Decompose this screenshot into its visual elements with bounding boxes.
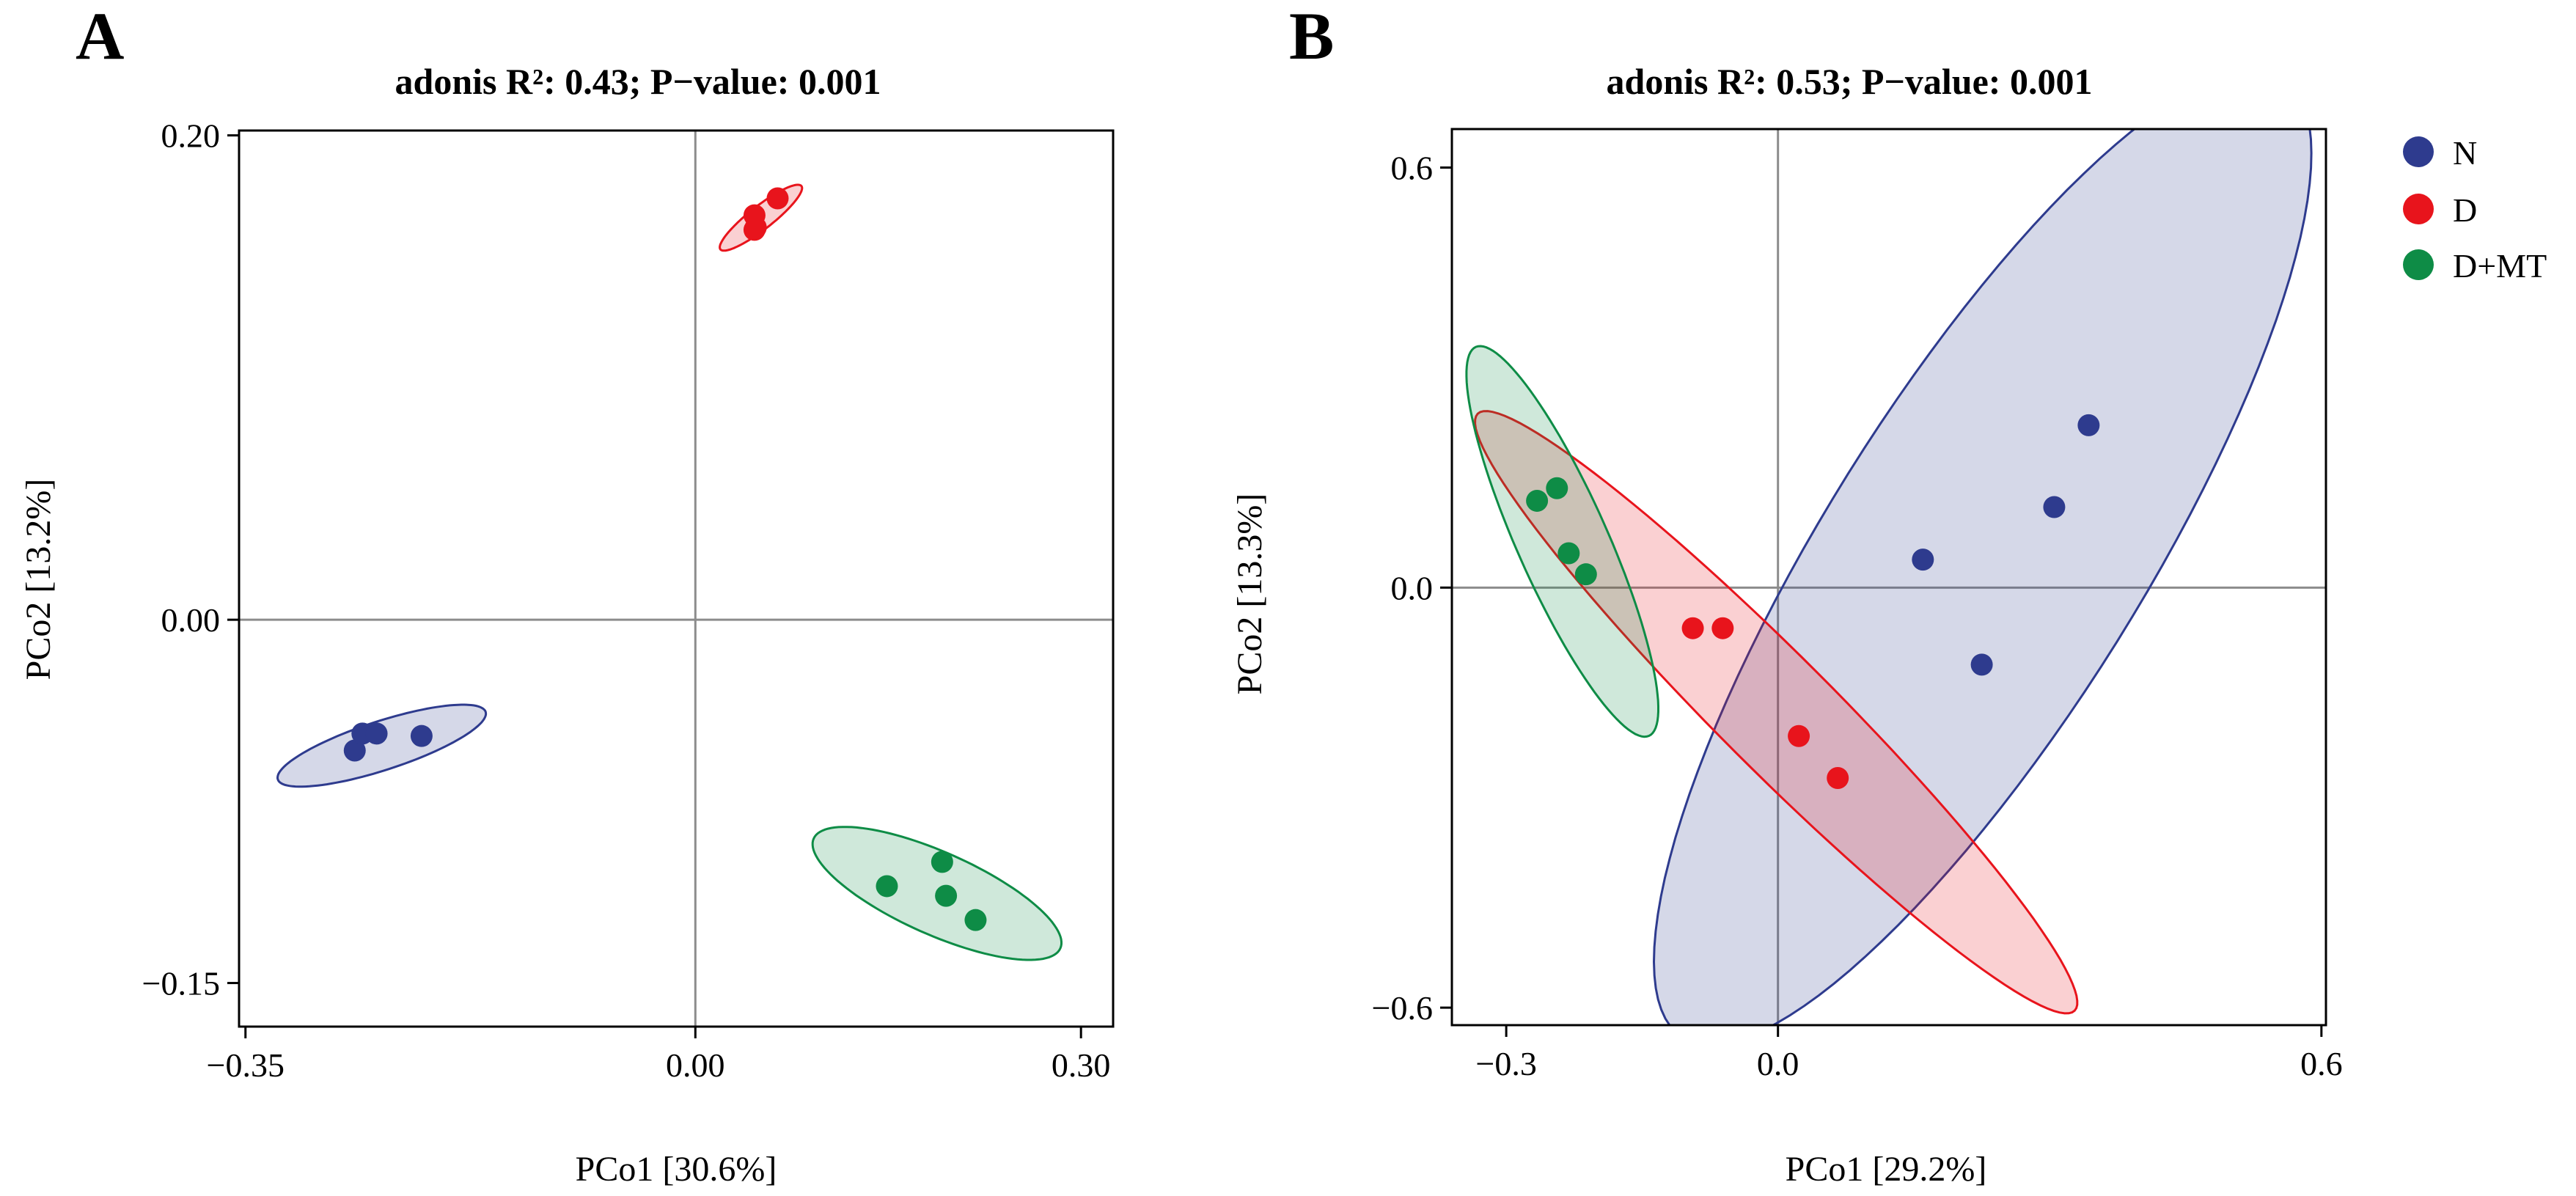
panel-a-x-tick-label-0: −0.35 [207,1046,285,1084]
panel-a-point-d-mt-1 [876,875,898,898]
panel-a-ellipses [276,183,1063,961]
panel-b: B adonis R²: 0.53; P−value: 0.001 PCo1 [… [1230,0,2343,1189]
panel-b-y-tick-label-0: −0.6 [1372,989,1433,1027]
panel-a-y-tick-label-1: 0.00 [161,601,221,639]
panel-b-plot-area: −0.3 0.0 0.6 −0.6 0.0 0.6 [1372,128,2343,1082]
legend-label-n: N [2453,134,2477,172]
panel-b-x-tick-label-1: 0.0 [1757,1045,1799,1082]
panel-a-y-tick-label-2: 0.20 [161,117,221,155]
panel-a-point-d-mt-2 [931,851,953,873]
panel-a-x-axis-label: PCo1 [30.6%] [576,1150,777,1189]
panel-a: A adonis R²: 0.43; P−value: 0.001 PCo1 [… [19,0,1115,1189]
panel-b-ellipse-d-mt [1465,345,1659,738]
legend-label-d-mt: D+MT [2453,247,2547,285]
panel-b-point-d-mt-2 [1546,477,1568,499]
panel-a-point-d-mt-4 [964,909,987,931]
panel-b-y-axis-label: PCo2 [13.3%] [1230,494,1269,695]
panel-b-x-tick-label-2: 0.6 [2300,1045,2343,1082]
panel-b-x-axis-label: PCo1 [29.2%] [1786,1150,1987,1189]
panel-b-point-d-mt-3 [1557,542,1580,565]
panel-b-title: adonis R²: 0.53; P−value: 0.001 [1607,61,2093,102]
panel-a-point-n-1 [343,739,366,762]
panel-a-plot-area: −0.35 0.00 0.30 −0.15 0.00 0.20 [142,117,1115,1084]
panel-b-ellipses [1465,129,2313,1025]
legend-marker-d [2403,194,2434,224]
panel-b-point-d-4 [1827,766,1849,789]
panel-b-point-d-mt-4 [1574,563,1597,586]
panel-a-point-d-4 [744,216,767,239]
panel-letter-b: B [1289,0,1334,73]
panel-a-x-tick-label-2: 0.30 [1052,1046,1111,1084]
panel-b-point-d-1 [1681,617,1704,639]
panel-b-point-n-3 [2043,496,2066,518]
panel-a-y-tick-label-0: −0.15 [142,965,220,1002]
panel-a-ellipse-n [276,703,488,788]
panel-a-frame [238,129,1115,1028]
panel-b-y-tick-label-1: 0.0 [1391,569,1434,606]
panel-b-point-n-4 [2077,414,2100,436]
panel-b-point-d-mt-1 [1526,489,1549,512]
panel-b-point-n-2 [1970,653,1993,676]
panel-a-y-axis-label: PCo2 [13.2%] [19,479,58,680]
legend: N D D+MT [2403,134,2547,285]
panel-b-point-d-2 [1711,617,1734,639]
panel-a-point-d-2 [766,187,789,210]
panel-a-point-n-4 [410,724,433,747]
panel-b-x-tick-label-0: −0.3 [1475,1045,1536,1082]
panel-b-point-d-3 [1788,724,1810,747]
panel-b-y-tick-label-2: 0.6 [1391,150,1434,187]
panel-b-frame [1450,128,2327,1027]
panel-b-ellipse-d [1474,410,2079,1015]
panel-a-title: adonis R²: 0.43; P−value: 0.001 [395,61,881,102]
panel-b-point-n-1 [1912,549,1934,571]
legend-marker-n [2403,136,2434,167]
panel-a-point-d-mt-3 [935,884,958,907]
panel-a-x-tick-label-1: 0.00 [666,1046,725,1084]
legend-marker-d-mt [2403,249,2434,280]
panel-letter-a: A [76,0,124,73]
legend-label-d: D [2453,191,2477,229]
panel-b-ellipse-n [1652,129,2313,1025]
panel-a-point-n-3 [365,722,388,745]
